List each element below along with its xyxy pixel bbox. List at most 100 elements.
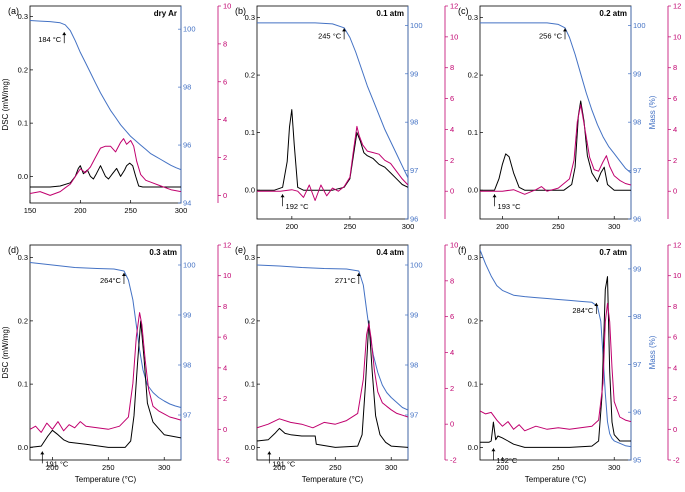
panel-title: 0.4 atm: [376, 248, 404, 257]
dsc-tick-label: 0.2: [245, 316, 255, 325]
dsc-tick-label: 0.0: [245, 443, 255, 452]
dtg-tick-label: 10: [223, 271, 231, 280]
dsc-tick-label: 0.1: [245, 128, 255, 137]
x-tick-label: 250: [329, 463, 342, 472]
x-tick-label: 200: [46, 463, 59, 472]
mass-tick-label: 97: [633, 166, 641, 175]
dsc-tick-label: 0.1: [468, 380, 478, 389]
panel-d: 200 250 300 Temperature (°C) 0.0 0.1 0.2 0.3 DSC…: [1, 241, 231, 485]
x-tick-label: 300: [608, 463, 621, 472]
mass-tick-label: 99: [633, 69, 641, 78]
dtg-tick-label: 8: [223, 39, 227, 48]
plot-frame: [256, 244, 409, 461]
dtg-tick-label: 8: [673, 63, 677, 72]
dtg-tick-label: 8: [223, 302, 227, 311]
dtg-tick-label: 10: [223, 2, 231, 11]
dsc-tick-label: 0.3: [468, 253, 478, 262]
series-mass-line: [30, 262, 181, 408]
dtg-tick-label: 8: [450, 63, 454, 72]
x-tick-label: 250: [552, 463, 565, 472]
dsc-tick-label: 0.0: [18, 443, 28, 452]
series-dtg-line: [480, 302, 631, 432]
dtg-tick-label: 8: [450, 276, 454, 285]
x-tick-label: 250: [552, 222, 565, 231]
mass-tick-label: 97: [183, 411, 191, 420]
mass-tick-label: 98: [410, 118, 418, 127]
series-dsc-line: [480, 100, 631, 191]
mass-tick-label: 98: [633, 312, 641, 321]
x-tick-label: 200: [286, 222, 299, 231]
annotation-label: 191 °C: [272, 459, 296, 468]
dtg-tick-label: 2: [450, 156, 454, 165]
x-tick-label: 200: [496, 222, 509, 231]
dsc-tick-label: 0.2: [245, 71, 255, 80]
mass-tick-label: 97: [633, 360, 641, 369]
series-dtg-line: [257, 125, 408, 201]
series-dtg-line: [257, 323, 408, 429]
dsc-tick-label: 0.1: [18, 380, 28, 389]
mass-tick-label: 94: [183, 199, 191, 208]
dtg-tick-label: 8: [673, 302, 677, 311]
panel-label: (f): [458, 245, 467, 255]
mass-tick-label: 100: [633, 21, 646, 30]
annotation-label: 245 °C: [318, 31, 342, 40]
dsc-tick-label: 0.3: [18, 12, 28, 21]
dtg-tick-label: 0: [673, 425, 677, 434]
annotation-arrowhead: [267, 451, 272, 455]
series-dsc-line: [257, 109, 408, 191]
dtg-tick-label: 10: [450, 32, 458, 41]
series-mass-line: [30, 20, 181, 171]
panel-title: 0.2 atm: [599, 9, 627, 18]
panel-label: (e): [235, 245, 246, 255]
annotation-arrowhead: [492, 194, 497, 198]
dtg-tick-label: -2: [450, 456, 457, 465]
mass-tick-label: 98: [633, 118, 641, 127]
dsc-tick-label: 0.2: [18, 65, 28, 74]
dtg-tick-label: 0: [673, 187, 677, 196]
x-tick-label: 300: [608, 222, 621, 231]
panel-label: (b): [235, 6, 246, 16]
mass-tick-label: 98: [410, 361, 418, 370]
mass-tick-label: 100: [410, 261, 423, 270]
dtg-tick-label: -2: [223, 456, 230, 465]
mass-axis-label: Mass (%): [648, 95, 657, 129]
mass-tick-label: 96: [633, 408, 641, 417]
series-dsc-line: [257, 320, 408, 448]
series-mass-line: [257, 264, 408, 411]
dtg-tick-label: 6: [450, 94, 454, 103]
mass-tick-label: 99: [410, 69, 418, 78]
dtg-tick-label: 2: [673, 156, 677, 165]
annotation-label: 191 °C: [45, 459, 69, 468]
panel-b: 200 250 300 0.0 0.1 0.2 0.3 96 97 98 99 100 0 2 4 6 8 10 1…: [235, 2, 458, 232]
mass-axis-label: Mass (%): [648, 335, 657, 369]
mass-tick-label: 98: [183, 83, 191, 92]
series-dsc-line: [30, 320, 181, 448]
panel-label: (d): [8, 245, 19, 255]
dtg-tick-label: 2: [223, 153, 227, 162]
panel-e: 200 250 300 Temperature (°C) 0.0 0.1 0.2 0.3 97 9…: [235, 241, 458, 485]
series-mass-line: [257, 22, 408, 179]
panel-f: 200 250 300 Temperature (°C) 0.0 0.1 0.2 0.3 95 9…: [458, 241, 681, 485]
dtg-tick-label: 0: [223, 191, 227, 200]
mass-tick-label: 97: [410, 166, 418, 175]
x-tick-label: 250: [124, 206, 137, 215]
dtg-tick-label: 6: [673, 94, 677, 103]
dtg-tick-label: 4: [450, 348, 454, 357]
panel-title: 0.7 atm: [599, 248, 627, 257]
mass-tick-label: 96: [183, 141, 191, 150]
annotation-arrowhead: [356, 273, 361, 276]
annotation-label: 284°C: [572, 306, 594, 315]
series-dtg-line: [30, 138, 181, 196]
dsc-axis-label: DSC (mW/mg): [1, 78, 10, 130]
dtg-tick-label: 2: [223, 394, 227, 403]
dsc-tick-label: 0.1: [468, 128, 478, 137]
annotation-label: 193 °C: [498, 202, 522, 211]
dtg-tick-label: 10: [450, 241, 458, 250]
x-tick-label: 250: [344, 222, 357, 231]
dtg-tick-label: 0: [450, 187, 454, 196]
mass-tick-label: 99: [410, 311, 418, 320]
dtg-tick-label: 2: [450, 384, 454, 393]
dsc-tick-label: 0.2: [468, 71, 478, 80]
dtg-tick-label: 12: [450, 2, 458, 11]
